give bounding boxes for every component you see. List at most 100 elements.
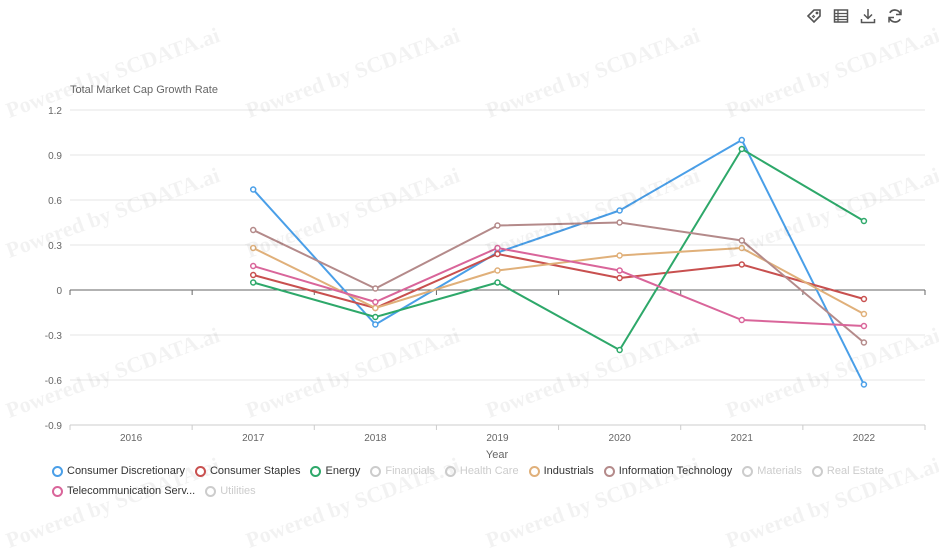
series-line: [252, 148, 865, 351]
data-point[interactable]: [616, 219, 623, 226]
legend-marker-icon: [742, 465, 754, 477]
series-line: [252, 221, 865, 344]
series-1: [249, 250, 868, 312]
legend-item[interactable]: Information Technology: [603, 465, 733, 477]
y-axis-title: Total Market Cap Growth Rate: [70, 84, 218, 96]
x-tick-label: 2022: [853, 433, 876, 444]
legend-marker-icon: [52, 465, 63, 477]
y-tick-label: -0.9: [45, 421, 63, 432]
legend-marker-icon: [205, 485, 217, 497]
data-point[interactable]: [249, 226, 257, 234]
legend-marker-icon: [528, 465, 540, 477]
data-point[interactable]: [372, 298, 379, 306]
legend-label: Information Technology: [618, 465, 733, 477]
legend-item[interactable]: Materials: [742, 465, 802, 477]
series-5: [249, 244, 868, 318]
data-point[interactable]: [616, 207, 623, 214]
data-point[interactable]: [494, 267, 501, 274]
data-point[interactable]: [494, 222, 501, 229]
data-point[interactable]: [616, 274, 623, 282]
data-point[interactable]: [372, 313, 379, 321]
legend-item[interactable]: Financials: [370, 465, 435, 477]
series-6: [249, 219, 868, 346]
data-point[interactable]: [738, 316, 746, 324]
legend-label: Consumer Discretionary: [67, 465, 185, 477]
data-point[interactable]: [616, 252, 623, 259]
data-point[interactable]: [860, 339, 868, 346]
data-point[interactable]: [249, 244, 257, 252]
series-line: [252, 247, 865, 315]
data-point[interactable]: [372, 285, 379, 292]
legend-label: Materials: [757, 465, 802, 477]
legend-item[interactable]: Consumer Discretionary: [52, 465, 185, 477]
legend-item[interactable]: Industrials: [528, 465, 594, 477]
legend-label: Real Estate: [826, 465, 884, 477]
data-point[interactable]: [738, 237, 746, 244]
x-tick-label: 2021: [731, 433, 754, 444]
data-point[interactable]: [494, 244, 501, 252]
legend-item[interactable]: Utilities: [205, 485, 256, 497]
data-point[interactable]: [860, 310, 868, 318]
legend-marker-icon: [603, 465, 615, 477]
data-point[interactable]: [249, 279, 257, 286]
legend-marker-icon: [52, 485, 63, 497]
data-point[interactable]: [616, 267, 623, 274]
series-2: [249, 145, 868, 354]
restore-icon[interactable]: [885, 6, 905, 26]
data-point[interactable]: [860, 295, 868, 303]
data-view-icon[interactable]: [831, 6, 851, 26]
data-point[interactable]: [616, 346, 623, 354]
x-tick-label: 2017: [242, 433, 265, 444]
axes: 1.2 0.9 0.6 0.3 0 -0.3 -0.6 -0.9 2016 2017 2018 201…: [45, 106, 926, 444]
data-point[interactable]: [249, 271, 257, 279]
y-tick-label: 0: [56, 286, 62, 297]
legend-item[interactable]: Health Care: [444, 465, 519, 477]
x-tick-label: 2018: [364, 433, 387, 444]
data-point[interactable]: [494, 250, 501, 258]
data-point[interactable]: [738, 261, 746, 268]
legend-label: Energy: [325, 465, 361, 477]
legend-label: Health Care: [459, 465, 519, 477]
series-lines: [249, 136, 868, 388]
data-point[interactable]: [249, 186, 257, 193]
legend-item[interactable]: Real Estate: [811, 465, 884, 477]
data-point[interactable]: [738, 145, 746, 153]
legend-marker-icon: [310, 465, 322, 477]
series-9: [249, 244, 868, 330]
data-point[interactable]: [372, 304, 379, 312]
data-point[interactable]: [860, 322, 868, 330]
grid-lines: [70, 109, 925, 426]
data-point[interactable]: [738, 136, 746, 144]
legend-label: Consumer Staples: [209, 465, 301, 477]
y-tick-label: 0.9: [48, 151, 62, 162]
y-tick-label: 0.3: [48, 241, 62, 252]
legend-label: Utilities: [220, 485, 256, 497]
y-tick-label: 0.6: [48, 196, 62, 207]
series-line: [252, 253, 865, 309]
legend-item[interactable]: Consumer Staples: [194, 465, 301, 477]
chart-toolbar: [804, 6, 905, 26]
x-axis-title: Year: [486, 449, 509, 461]
x-tick-label: 2016: [120, 433, 143, 444]
legend-row: Telecommunication Serv... Utilities: [52, 481, 912, 501]
data-point[interactable]: [372, 321, 379, 328]
legend-label: Telecommunication Serv...: [67, 485, 196, 497]
legend-item[interactable]: Telecommunication Serv...: [52, 485, 195, 497]
legend-marker-icon: [444, 465, 456, 477]
series-line: [252, 247, 864, 327]
data-point[interactable]: [494, 279, 501, 286]
data-point[interactable]: [860, 217, 868, 225]
data-point[interactable]: [860, 381, 868, 388]
legend-marker-icon: [194, 465, 206, 477]
legend-marker-icon: [370, 465, 382, 477]
x-tick-label: 2019: [486, 433, 509, 444]
x-tick-label: 2020: [609, 433, 632, 444]
data-point[interactable]: [738, 244, 746, 252]
y-tick-label: 1.2: [48, 106, 62, 117]
legend-label: Industrials: [543, 465, 594, 477]
legend-marker-icon: [811, 465, 823, 477]
data-point[interactable]: [249, 262, 257, 270]
download-icon[interactable]: [858, 6, 878, 26]
legend-item[interactable]: Energy: [310, 465, 360, 477]
tag-icon[interactable]: [804, 6, 824, 26]
